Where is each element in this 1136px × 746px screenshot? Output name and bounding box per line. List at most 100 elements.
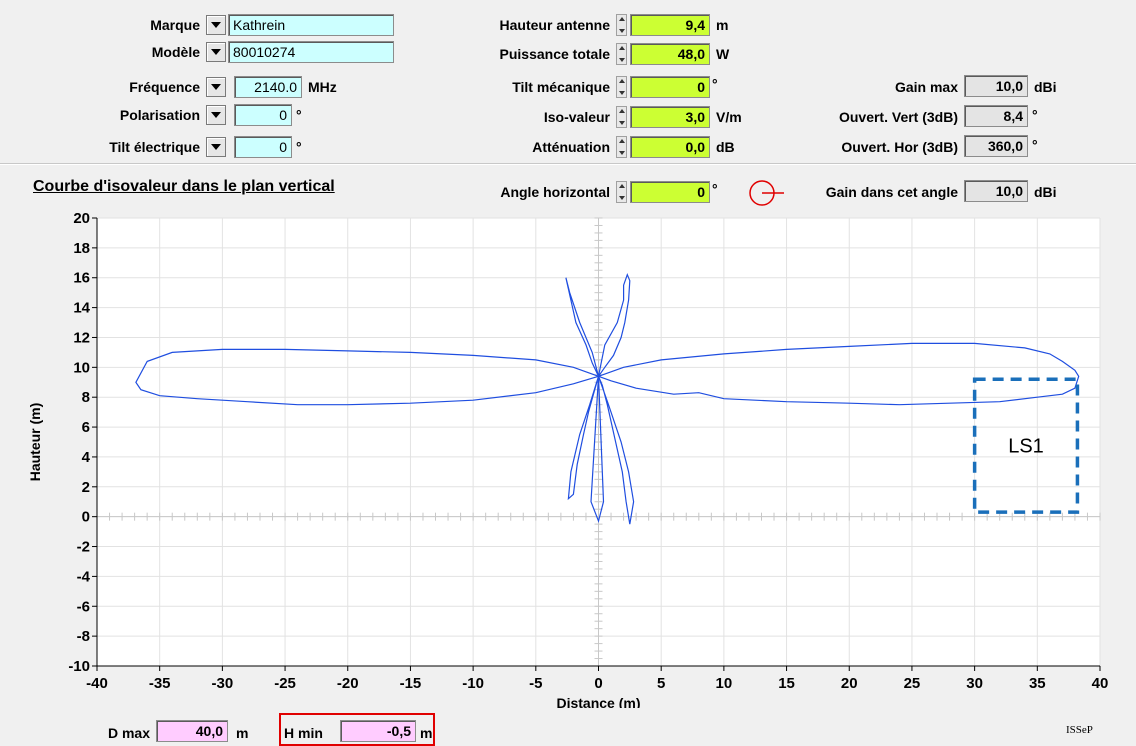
arrow-down-icon — [618, 121, 625, 125]
x-tick-label: -10 — [462, 675, 484, 692]
attenuation-spinner[interactable] — [616, 136, 627, 158]
arrow-up-icon — [618, 17, 625, 21]
polarisation-field[interactable]: 0 — [234, 104, 292, 126]
angle-direction-icon — [749, 180, 784, 206]
chevron-down-icon — [211, 112, 221, 118]
marque-label: Marque — [150, 17, 200, 33]
hmin-field[interactable]: -0,5 — [340, 720, 416, 742]
chevron-down-icon — [211, 144, 221, 150]
hauteur-antenne-spinner[interactable] — [616, 14, 627, 36]
y-tick-label: 16 — [73, 270, 90, 287]
iso-valeur-field[interactable]: 3,0 — [630, 106, 710, 128]
y-axis-label: Hauteur (m) — [27, 403, 43, 482]
arrow-up-icon — [618, 46, 625, 50]
tilt-electrique-label: Tilt électrique — [109, 139, 200, 155]
ouvert-vert-label: Ouvert. Vert (3dB) — [838, 109, 958, 125]
attenuation-label: Atténuation — [532, 139, 610, 155]
tilt-electrique-dropdown-button[interactable] — [206, 137, 226, 157]
puissance-totale-field[interactable]: 48,0 — [630, 43, 710, 65]
frequence-unit: MHz — [308, 79, 337, 95]
tilt-electrique-field[interactable]: 0 — [234, 136, 292, 158]
iso-valeur-unit: V/m — [716, 109, 742, 125]
x-tick-label: -25 — [274, 675, 296, 692]
arrow-down-icon — [618, 29, 625, 33]
arrow-down-icon — [618, 196, 625, 200]
x-tick-label: 30 — [966, 675, 983, 692]
frequence-field[interactable]: 2140.0 — [234, 76, 302, 98]
modele-dropdown-button[interactable] — [206, 42, 226, 62]
hmin-highlight-box — [279, 713, 435, 746]
gain-max-field: 10,0 — [964, 75, 1028, 97]
attenuation-unit: dB — [716, 139, 735, 155]
chevron-down-icon — [211, 49, 221, 55]
gain-angle-unit: dBi — [1034, 184, 1057, 200]
x-tick-label: 35 — [1029, 675, 1046, 692]
y-tick-label: -10 — [68, 658, 90, 675]
dmax-unit: m — [236, 725, 249, 741]
gain-max-unit: dBi — [1034, 79, 1057, 95]
y-tick-label: 0 — [82, 509, 90, 526]
ouvert-hor-field: 360,0 — [964, 135, 1028, 157]
x-tick-label: 10 — [716, 675, 733, 692]
y-tick-label: 18 — [73, 240, 90, 257]
arrow-down-icon — [618, 151, 625, 155]
hauteur-antenne-field[interactable]: 9,4 — [630, 14, 710, 36]
puissance-totale-label: Puissance totale — [499, 46, 611, 62]
frequence-dropdown-button[interactable] — [206, 77, 226, 97]
arrow-down-icon — [618, 91, 625, 95]
arrow-up-icon — [618, 109, 625, 113]
marque-field[interactable]: Kathrein — [228, 14, 394, 36]
isovalue-chart: -40 -35 -30 -25 -20 -15 -10 -5 0 5 10 15 20 25 30 35 40-… — [27, 210, 1108, 708]
angle-horizontal-spinner[interactable] — [616, 181, 627, 203]
dmax-field[interactable]: 40,0 — [156, 720, 228, 742]
x-tick-label: 5 — [657, 675, 665, 692]
angle-horizontal-field[interactable]: 0 — [630, 181, 710, 203]
modele-field[interactable]: 80010274 — [228, 41, 394, 63]
ls1-annotation-box — [972, 377, 1080, 514]
marque-dropdown-button[interactable] — [206, 15, 226, 35]
isovalue-curve — [590, 376, 605, 524]
x-tick-label: 20 — [841, 675, 858, 692]
y-tick-label: -6 — [77, 598, 90, 615]
x-tick-label: -20 — [337, 675, 359, 692]
puissance-totale-spinner[interactable] — [616, 43, 627, 65]
x-tick-label: -35 — [149, 675, 171, 692]
hauteur-antenne-label: Hauteur antenne — [499, 17, 610, 33]
modele-label: Modèle — [151, 44, 200, 60]
polarisation-unit: ° — [296, 107, 302, 123]
tilt-mecanique-field[interactable]: 0 — [630, 76, 710, 98]
y-tick-label: 4 — [82, 449, 91, 466]
hmin-unit: m — [420, 725, 433, 741]
y-tick-label: 14 — [73, 300, 90, 317]
hauteur-antenne-unit: m — [716, 17, 729, 33]
polarisation-dropdown-button[interactable] — [206, 105, 226, 125]
frequence-label: Fréquence — [129, 79, 200, 95]
hmin-label: H min — [284, 725, 323, 741]
arrow-down-icon — [618, 58, 625, 62]
ls1-annotation-label: LS1 — [1008, 435, 1044, 457]
dmax-label: D max — [107, 725, 150, 741]
puissance-totale-unit: W — [716, 46, 730, 62]
x-tick-label: -5 — [529, 675, 542, 692]
iso-valeur-spinner[interactable] — [616, 106, 627, 128]
isovalue-curve — [597, 273, 631, 377]
x-tick-label: 15 — [778, 675, 795, 692]
x-tick-label: -30 — [212, 675, 234, 692]
y-tick-label: 2 — [82, 479, 90, 496]
attenuation-field[interactable]: 0,0 — [630, 136, 710, 158]
chevron-down-icon — [211, 22, 221, 28]
arrow-up-icon — [618, 139, 625, 143]
y-tick-label: -4 — [77, 568, 91, 585]
y-tick-label: 10 — [73, 359, 90, 376]
section-divider — [0, 163, 1136, 165]
y-tick-label: -8 — [77, 628, 90, 645]
angle-horizontal-unit: ° — [712, 181, 718, 197]
tilt-mecanique-spinner[interactable] — [616, 76, 627, 98]
arrow-up-icon — [618, 79, 625, 83]
isovalue-curve — [597, 376, 635, 525]
arrow-up-icon — [618, 184, 625, 188]
isovalue-curve — [598, 342, 1080, 406]
ouvert-hor-unit: ° — [1032, 137, 1038, 153]
angle-horizontal-label: Angle horizontal — [500, 184, 610, 200]
isovalue-curve — [565, 277, 600, 377]
